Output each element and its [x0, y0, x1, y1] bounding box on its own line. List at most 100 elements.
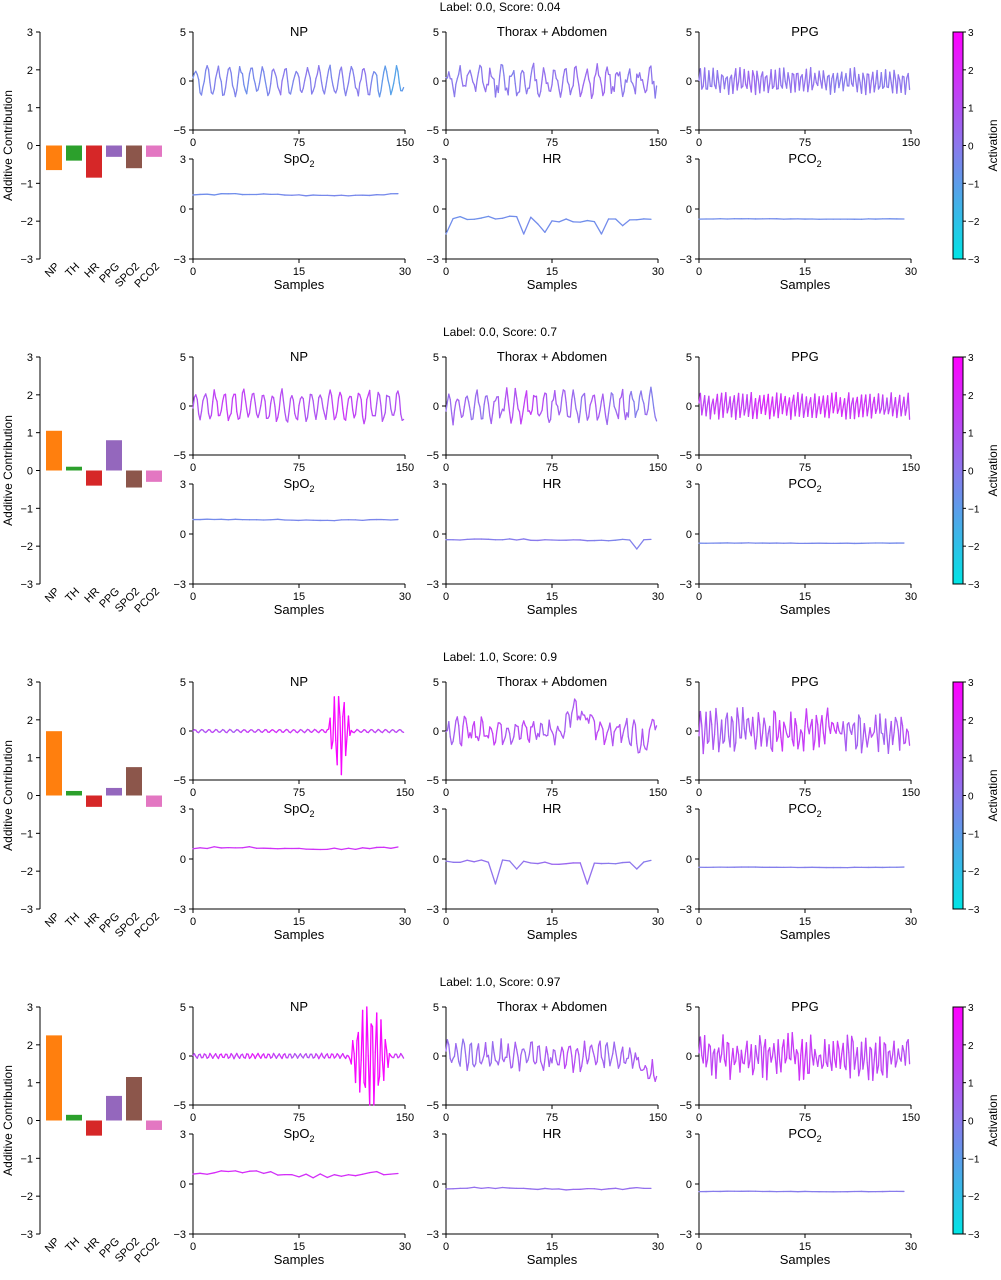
signal-trace-segment: [850, 724, 854, 736]
signal-trace-segment: [275, 76, 279, 88]
signal-trace-segment: [603, 405, 607, 418]
signal-trace-segment: [467, 401, 471, 411]
signal-title: HR: [543, 1126, 562, 1141]
signal-trace-segment: [622, 1046, 625, 1064]
signal-trace-segment: [771, 396, 775, 417]
signal-trace-segment: [767, 393, 771, 420]
signal-trace-segment: [491, 732, 495, 746]
row-title: Label: 0.0, Score: 0.04: [440, 0, 561, 14]
colorbar-tick-label: 2: [968, 1041, 974, 1052]
signal-trace-segment: [376, 74, 379, 92]
signal-trace-segment: [306, 405, 310, 419]
signal-trace-segment: [593, 220, 603, 235]
signal-trace-segment: [466, 859, 475, 863]
signal-trace-segment: [344, 88, 348, 97]
signal-trace-segment: [774, 712, 778, 742]
signal-trace-segment: [767, 82, 771, 94]
signal-trace-segment: [326, 69, 330, 79]
colorbar-tick-label: −1: [968, 829, 980, 840]
signal-title-subscript: 2: [817, 484, 822, 494]
signal-trace-segment: [381, 71, 385, 82]
signal-trace-segment: [394, 393, 398, 411]
signal-y-tick-label: −5: [173, 450, 186, 462]
signal-x-tick-label: 15: [546, 591, 558, 603]
signal-trace-segment: [383, 1173, 392, 1176]
signal-trace-segment: [622, 728, 625, 737]
signal-trace-segment: [459, 1048, 463, 1067]
signal-trace-segment: [770, 69, 774, 90]
signal-trace-segment: [634, 73, 638, 95]
signal-trace-segment: [226, 1053, 229, 1059]
signal-x-axis-label: Samples: [527, 927, 578, 942]
bar-y-tick-label: 1: [27, 1078, 33, 1090]
signal-trace-segment: [322, 407, 326, 415]
signal-trace-segment: [545, 393, 549, 418]
signal-x-tick-label: 0: [190, 1241, 196, 1253]
signal-trace-segment: [210, 400, 214, 416]
signal-trace-segment: [848, 722, 851, 732]
signal-trace-segment: [636, 539, 645, 550]
signal-trace-segment: [573, 398, 577, 410]
signal-trace-segment: [595, 405, 598, 421]
signal-trace: [192, 64, 405, 98]
colorbar-tick-label: 0: [968, 1117, 974, 1128]
signal-trace-segment: [559, 88, 563, 98]
signal-trace-segment: [562, 1050, 566, 1069]
signal-y-tick-label: −3: [173, 1229, 186, 1241]
signal-trace-segment: [875, 714, 878, 735]
signal-trace-segment: [634, 724, 638, 745]
signal-trace-segment: [807, 403, 810, 418]
signal-y-tick-label: 3: [686, 479, 692, 491]
signal-trace-segment: [735, 707, 738, 744]
signal-trace-segment: [650, 65, 653, 85]
signal-trace-segment: [801, 1038, 805, 1080]
signal-trace-segment: [836, 1040, 840, 1050]
signal-trace-segment: [835, 1040, 839, 1068]
signal-trace-segment: [640, 390, 644, 400]
signal-trace-segment: [600, 218, 610, 235]
signal-y-tick-label: −5: [173, 775, 186, 787]
bar-y-tick-label: −1: [20, 178, 33, 190]
signal-trace-segment: [528, 1041, 532, 1055]
signal-trace-segment: [622, 219, 631, 227]
signal-trace-segment: [620, 85, 624, 98]
signal-trace-segment: [578, 84, 581, 98]
signal-trace: [698, 542, 905, 545]
signal-trace-segment: [773, 407, 776, 417]
signal-trace-segment: [304, 410, 307, 423]
signal-trace-segment: [736, 707, 740, 721]
signal-trace-segment: [477, 1043, 481, 1063]
bar-y-axis-label: Additive Contribution: [1, 90, 15, 201]
signal-trace-segment: [609, 392, 613, 404]
signal-title-subscript: 2: [310, 484, 315, 494]
signal-trace-segment: [248, 400, 252, 414]
signal-trace-segment: [735, 404, 738, 421]
signal-trace-segment: [612, 393, 615, 407]
signal-trace-segment: [287, 410, 290, 423]
signal-x-tick-label: 15: [293, 591, 305, 603]
signal-trace-segment: [354, 847, 364, 851]
bar-pco2: [146, 145, 162, 157]
signal-trace-segment: [780, 393, 784, 415]
signal-trace-segment: [747, 1060, 751, 1069]
signal-trace-segment: [308, 393, 311, 407]
signal-trace-segment: [631, 1060, 635, 1069]
signal-trace-segment: [369, 1170, 378, 1174]
signal-y-tick-label: 5: [180, 677, 186, 689]
signal-trace-segment: [777, 404, 781, 419]
signal-x-tick-label: 30: [399, 591, 411, 603]
signal-trace-segment: [352, 69, 355, 79]
signal-title-text: NP: [290, 24, 308, 39]
signal-trace-segment: [636, 1186, 645, 1190]
signal-trace-segment: [487, 67, 491, 86]
signal-title: PCO2: [788, 1126, 821, 1144]
signal-trace-segment: [569, 1045, 573, 1057]
signal-trace: [192, 388, 405, 425]
signal-trace-segment: [542, 1058, 546, 1071]
signal-trace-segment: [313, 77, 317, 88]
signal-trace-segment: [603, 1045, 607, 1069]
signal-trace-segment: [872, 71, 875, 93]
